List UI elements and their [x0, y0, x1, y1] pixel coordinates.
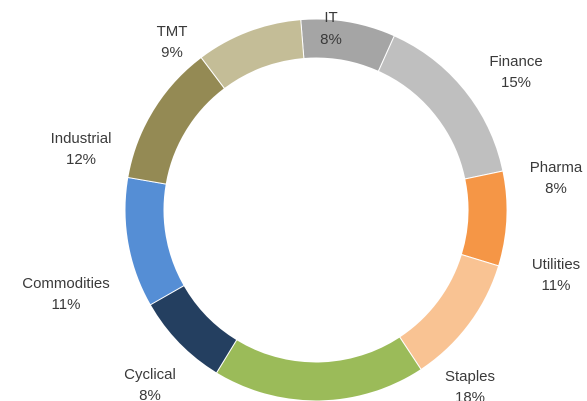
slice-name-staples: Staples [445, 368, 495, 385]
slice-it [300, 18, 396, 73]
slice-pharma [460, 170, 508, 267]
slice-percent-staples: 18% [455, 389, 485, 401]
chart-labels: IT 8% Finance 15% Pharma 8% Utilities 11% Staple… [22, 9, 583, 401]
slice-percent-it: 8% [320, 31, 342, 48]
slice-name-cyclical: Cyclical [124, 366, 176, 383]
slice-percent-tmt: 9% [161, 44, 183, 61]
slice-name-pharma: Pharma [530, 159, 583, 176]
slice-name-commodities: Commodities [22, 275, 110, 292]
slice-name-utilities: Utilities [532, 256, 580, 273]
slice-staples [215, 336, 422, 401]
slice-percent-industrial: 12% [66, 151, 96, 168]
slice-finance [377, 35, 504, 180]
slice-name-finance: Finance [489, 53, 542, 70]
slice-name-it: IT [324, 9, 337, 26]
slice-industrial [127, 56, 226, 185]
slice-name-tmt: TMT [157, 23, 188, 40]
slice-commodities [124, 176, 185, 306]
slice-percent-finance: 15% [501, 74, 531, 91]
slice-percent-utilities: 11% [542, 277, 571, 294]
slice-percent-pharma: 8% [545, 180, 567, 197]
slice-utilities [398, 253, 500, 371]
slice-percent-cyclical: 8% [139, 387, 161, 401]
slice-percent-commodities: 11% [52, 296, 81, 313]
slice-cyclical [149, 284, 238, 374]
slice-tmt [200, 19, 305, 90]
slice-name-industrial: Industrial [51, 130, 112, 147]
chart-slices [124, 18, 508, 401]
